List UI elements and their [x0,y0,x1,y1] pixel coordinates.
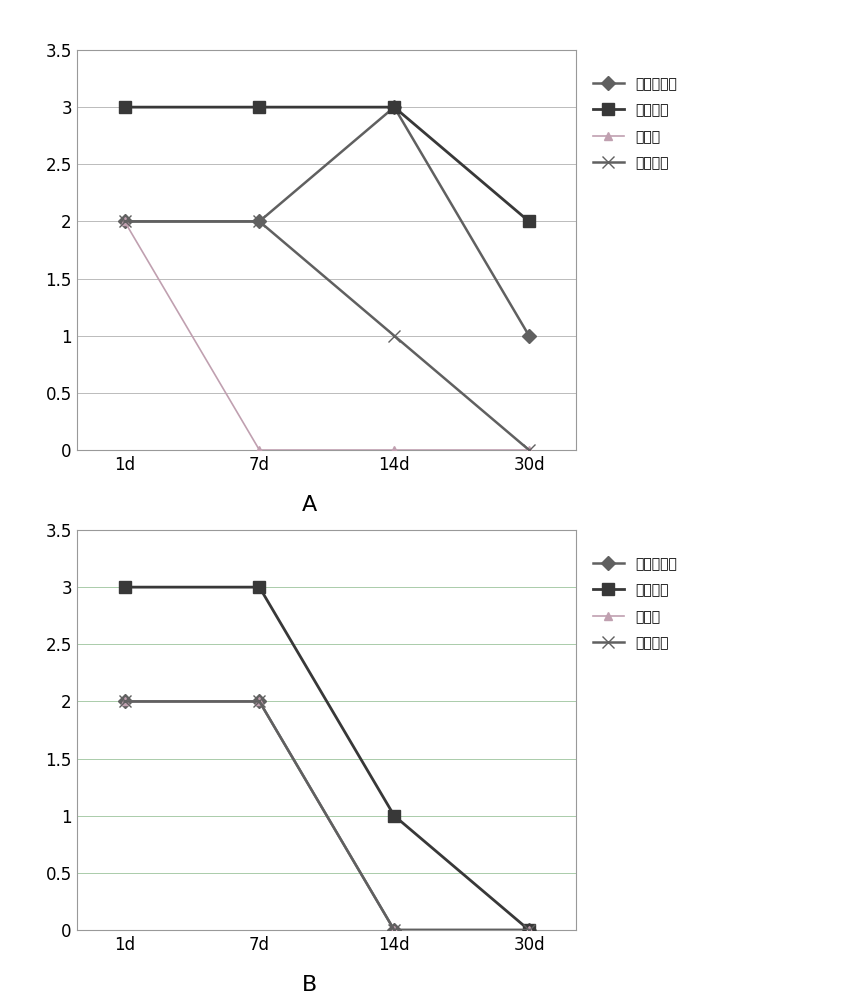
Legend: 自然沉析法, 凝血酶法, 冻融法, 冷乙醇法: 自然沉析法, 凝血酶法, 冻融法, 冷乙醇法 [593,77,677,170]
Legend: 自然沉析法, 凝血酶法, 冻融法, 冷乙醇法: 自然沉析法, 凝血酶法, 冻融法, 冷乙醇法 [593,557,677,650]
Text: B: B [302,975,317,995]
Text: A: A [302,495,317,515]
